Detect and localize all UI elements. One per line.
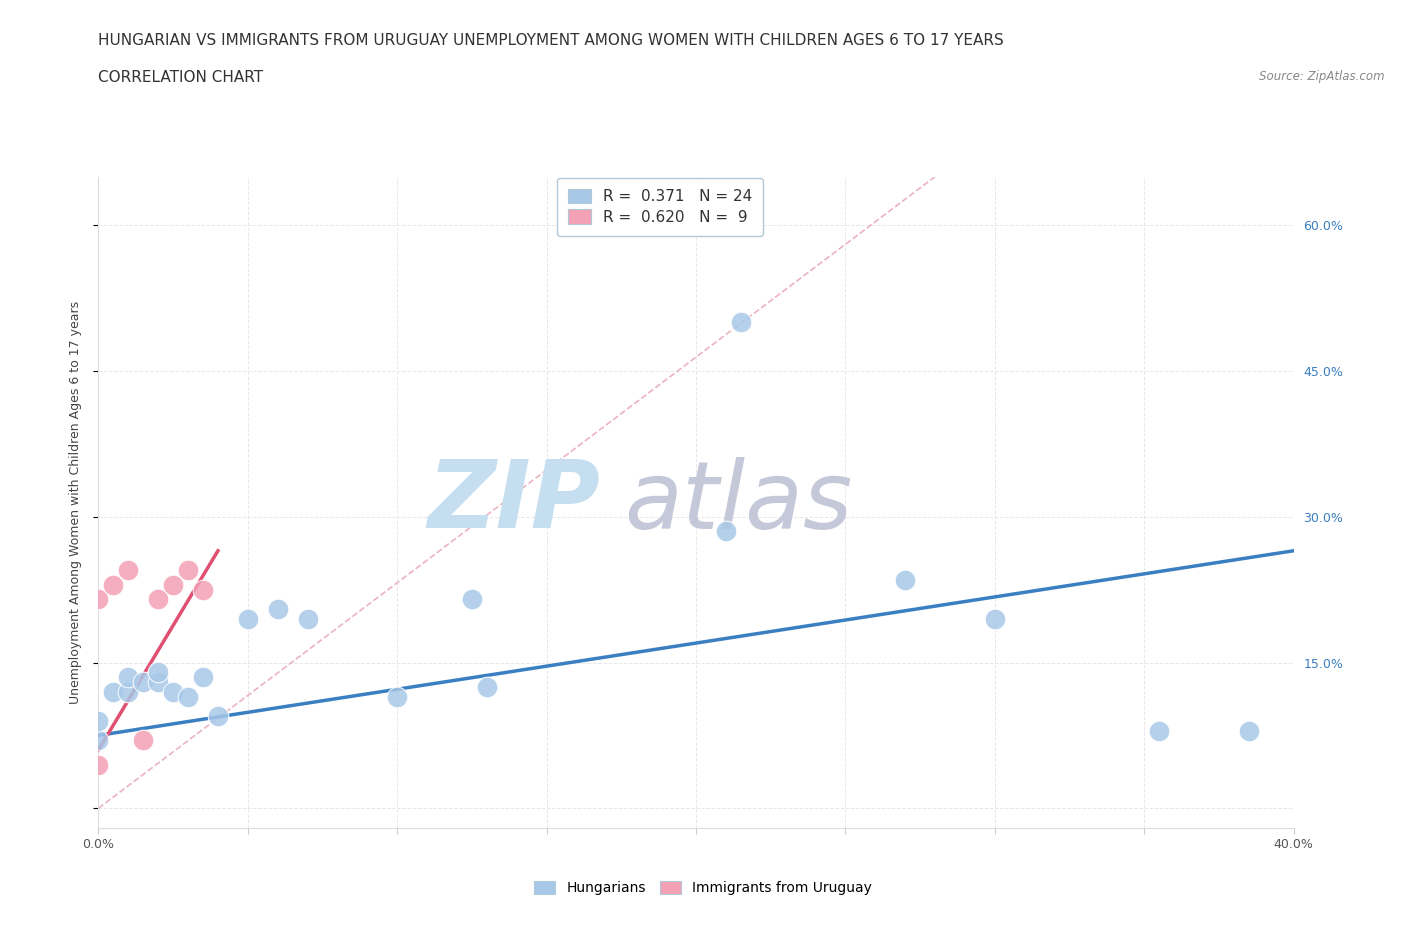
Point [132, 733, 155, 748]
Point [162, 684, 184, 699]
Text: HUNGARIAN VS IMMIGRANTS FROM URUGUAY UNEMPLOYMENT AMONG WOMEN WITH CHILDREN AGES: HUNGARIAN VS IMMIGRANTS FROM URUGUAY UNE… [98, 33, 1004, 47]
Legend: R =  0.371   N = 24, R =  0.620   N =  9: R = 0.371 N = 24, R = 0.620 N = 9 [557, 178, 763, 235]
Text: ZIP: ZIP [427, 457, 600, 548]
Point [191, 670, 214, 684]
Point [1237, 724, 1260, 738]
Point [177, 563, 200, 578]
Point [87, 757, 110, 772]
Point [148, 591, 170, 606]
Point [267, 602, 290, 617]
Point [207, 709, 229, 724]
Legend: Hungarians, Immigrants from Uruguay: Hungarians, Immigrants from Uruguay [527, 874, 879, 902]
Point [297, 611, 319, 626]
Text: atlas: atlas [624, 457, 852, 548]
Point [385, 689, 409, 704]
Point [714, 524, 737, 538]
Point [117, 563, 139, 578]
Point [87, 591, 110, 606]
Point [117, 670, 139, 684]
Point [103, 684, 125, 699]
Y-axis label: Unemployment Among Women with Children Ages 6 to 17 years: Unemployment Among Women with Children A… [69, 300, 82, 704]
Point [475, 680, 498, 695]
Point [191, 582, 214, 597]
Text: CORRELATION CHART: CORRELATION CHART [98, 70, 263, 85]
Point [117, 684, 139, 699]
Point [87, 733, 110, 748]
Point [148, 665, 170, 680]
Point [103, 578, 125, 592]
Point [236, 611, 259, 626]
Point [162, 578, 184, 592]
Point [148, 674, 170, 689]
Text: Source: ZipAtlas.com: Source: ZipAtlas.com [1260, 70, 1385, 83]
Point [730, 315, 752, 330]
Point [461, 591, 484, 606]
Point [1147, 724, 1170, 738]
Point [984, 611, 1007, 626]
Point [132, 674, 155, 689]
Point [894, 573, 917, 588]
Point [87, 713, 110, 728]
Point [177, 689, 200, 704]
